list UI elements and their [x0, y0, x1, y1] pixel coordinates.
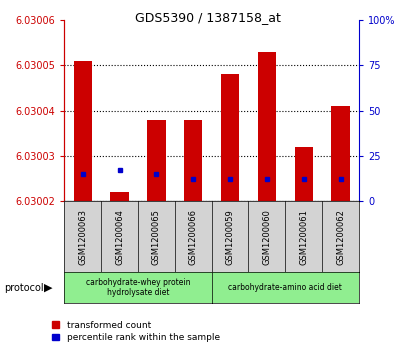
Text: GSM1200062: GSM1200062	[336, 209, 345, 265]
Text: GSM1200064: GSM1200064	[115, 209, 124, 265]
Text: carbohydrate-amino acid diet: carbohydrate-amino acid diet	[228, 283, 342, 292]
Text: GSM1200061: GSM1200061	[299, 209, 308, 265]
Bar	[295, 147, 313, 201]
Text: GSM1200066: GSM1200066	[189, 209, 198, 265]
Text: GSM1200060: GSM1200060	[262, 209, 271, 265]
Bar	[147, 120, 166, 201]
Text: GDS5390 / 1387158_at: GDS5390 / 1387158_at	[134, 11, 281, 24]
Text: GSM1200059: GSM1200059	[226, 209, 234, 265]
Bar	[184, 120, 203, 201]
Text: protocol: protocol	[4, 283, 44, 293]
Bar	[73, 61, 92, 201]
Bar	[331, 106, 350, 201]
Bar	[258, 52, 276, 201]
Legend: transformed count, percentile rank within the sample: transformed count, percentile rank withi…	[52, 321, 220, 342]
Text: ▶: ▶	[44, 283, 52, 293]
Text: GSM1200063: GSM1200063	[78, 209, 87, 265]
Text: GSM1200065: GSM1200065	[152, 209, 161, 265]
Bar	[221, 74, 239, 201]
Bar	[110, 192, 129, 201]
Text: carbohydrate-whey protein
hydrolysate diet: carbohydrate-whey protein hydrolysate di…	[86, 278, 190, 297]
